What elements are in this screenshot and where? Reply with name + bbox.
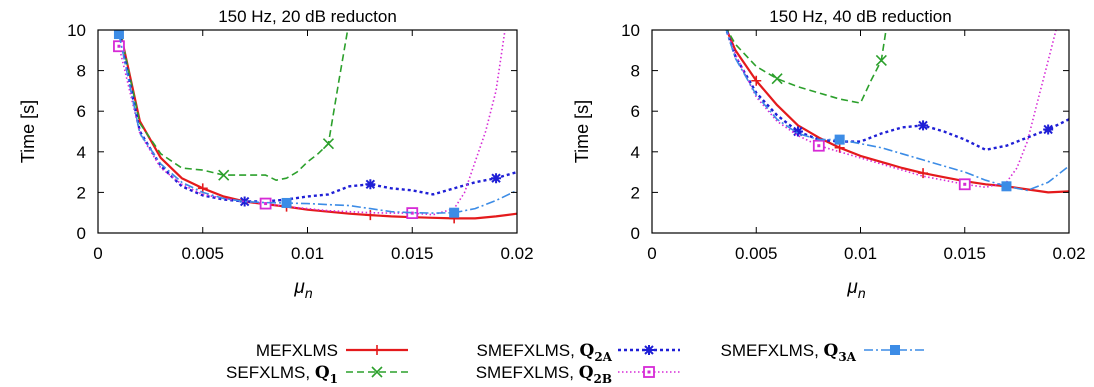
y-tick-label: 4	[77, 143, 86, 162]
marker-smefxlms_q2a	[491, 173, 502, 184]
y-tick-label: 6	[77, 102, 86, 121]
series-line-smefxlms_q2a	[117, 31, 517, 203]
marker-smefxlms_q2b	[113, 40, 125, 53]
y-tick-label: 2	[631, 183, 640, 202]
y-tick-label: 4	[631, 143, 640, 162]
x-tick-label: 0.005	[181, 244, 224, 263]
y-tick-label: 8	[77, 62, 86, 81]
legend-marker	[890, 345, 900, 355]
marker-smefxlms_q2a	[365, 179, 376, 190]
series-group	[113, 30, 517, 224]
plot-frame	[651, 29, 1070, 234]
series-line-smefxlms_q2a	[725, 30, 1069, 152]
series-line-sefxlms_q1	[119, 30, 349, 181]
marker-smefxlms_q2b	[259, 197, 272, 210]
marker-smefxlms_q2a	[1043, 124, 1054, 135]
x-tick-label: 0.02	[1052, 244, 1085, 263]
legend-item-smefxlms_q3a: SMEFXLMS, Q3A	[721, 341, 926, 364]
series-line-mefxlms	[118, 30, 517, 220]
legend-label: MEFXLMS	[256, 341, 338, 360]
legend-item-sefxlms_q1: SEFXLMS, Q1	[226, 363, 408, 386]
y-axis-label: Time [s]	[572, 100, 592, 163]
marker-smefxlms_q2a	[239, 196, 250, 207]
marker-mefxlms	[365, 210, 376, 221]
marker-smefxlms_q3a	[281, 197, 292, 208]
x-axis-label: μn	[293, 277, 312, 301]
x-axis-label: μn	[846, 277, 865, 301]
legend-label: SMEFXLMS, Q2A	[477, 341, 613, 364]
series-line-sefxlms_q1	[726, 30, 887, 104]
marker-sefxlms_q1	[875, 54, 887, 67]
plot-frame	[97, 29, 518, 234]
series-line-smefxlms_q3a	[118, 33, 517, 214]
marker-smefxlms_q2a	[792, 126, 803, 137]
series-line-smefxlms_q2b	[118, 30, 506, 216]
legend-marker	[371, 366, 383, 378]
marker-mefxlms	[751, 75, 762, 86]
legend-item-smefxlms_q2b: SMEFXLMS, Q2B	[476, 363, 680, 386]
y-tick-label: 10	[67, 21, 86, 40]
marker-sefxlms_q1	[771, 73, 783, 85]
marker-sefxlms_q1	[218, 169, 230, 181]
chart-panel-20db: 0 0.005 0.01 0.015 0.02 0 2 4 6 8 10 150 Hz, 20 dB …	[18, 7, 534, 301]
x-tick-label: 0	[93, 244, 102, 263]
marker-smefxlms_q3a	[834, 134, 845, 145]
legend-label: SEFXLMS, Q1	[226, 363, 338, 386]
y-tick-label: 0	[631, 224, 640, 243]
y-tick-label: 0	[77, 224, 86, 243]
x-tick-label: 0.015	[391, 244, 434, 263]
chart-panel-40db: 0 0.005 0.01 0.015 0.02 0 2 4 6 8 10 150 Hz, 40 dB …	[572, 7, 1086, 301]
y-tick-label: 2	[77, 183, 86, 202]
legend-label: SMEFXLMS, Q2B	[476, 363, 612, 386]
marker-smefxlms_q2b	[812, 139, 825, 152]
marker-smefxlms_q2b	[958, 178, 971, 191]
series-line-smefxlms_q2b	[725, 30, 1057, 189]
x-tick-label: 0	[647, 244, 656, 263]
y-tick-label: 6	[631, 102, 640, 121]
chart-title: 150 Hz, 40 dB reduction	[769, 7, 951, 26]
y-axis-label: Time [s]	[18, 100, 38, 163]
series-line-mefxlms	[725, 30, 1069, 194]
marker-mefxlms	[918, 168, 929, 179]
x-tick-label: 0.01	[844, 244, 877, 263]
y-tick-label: 8	[631, 62, 640, 81]
marker-sefxlms_q1	[322, 138, 335, 150]
x-tick-label: 0.015	[943, 244, 986, 263]
legend-marker	[644, 345, 654, 355]
x-tick-label: 0.005	[735, 244, 778, 263]
legend-marker	[643, 366, 655, 378]
chart-title: 150 Hz, 20 dB reducton	[218, 7, 397, 26]
marker-smefxlms_q3a	[1001, 181, 1012, 192]
legend-item-mefxlms: MEFXLMS	[256, 341, 408, 360]
legend-label: SMEFXLMS, Q3A	[721, 341, 857, 364]
legend-item-smefxlms_q2a: SMEFXLMS, Q2A	[477, 341, 680, 364]
legend-marker	[372, 345, 382, 355]
marker-smefxlms_q3a	[449, 207, 460, 218]
marker-smefxlms_q3a	[113, 30, 124, 40]
x-tick-label: 0.02	[500, 244, 533, 263]
x-tick-label: 0.01	[291, 244, 324, 263]
series-group	[725, 30, 1069, 194]
y-tick-label: 10	[621, 21, 640, 40]
marker-smefxlms_q2a	[918, 120, 929, 131]
